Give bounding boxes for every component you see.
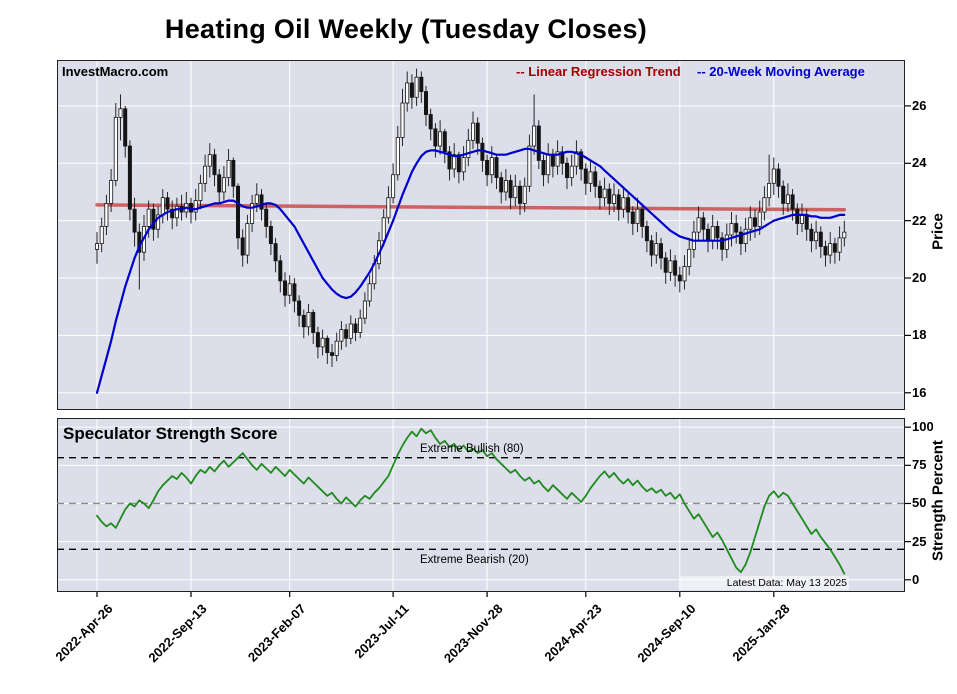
threshold-lines bbox=[57, 456, 905, 550]
gridlines bbox=[58, 61, 904, 591]
strength-tick-label: 0 bbox=[912, 571, 920, 587]
price-tick-label: 22 bbox=[912, 212, 927, 228]
extreme-bullish-label: Extreme Bullish (80) bbox=[420, 443, 524, 455]
strength-tick-label: 100 bbox=[912, 419, 934, 435]
watermark-text: InvestMacro.com bbox=[62, 64, 169, 79]
price-tick-label: 16 bbox=[912, 384, 927, 400]
latest-data-annotation: Latest Data: May 13 2025 bbox=[680, 576, 849, 590]
price-tick-label: 26 bbox=[912, 97, 927, 113]
candlesticks bbox=[95, 68, 847, 367]
price-panel bbox=[57, 60, 905, 410]
strength-tick-label: 75 bbox=[912, 457, 927, 473]
strength-tick-label: 25 bbox=[912, 533, 927, 549]
price-tick-label: 18 bbox=[912, 327, 927, 343]
page-title: Heating Oil Weekly (Tuesday Closes) bbox=[164, 14, 648, 44]
price-axis-title: Price bbox=[929, 213, 947, 250]
price-tick-label: 20 bbox=[912, 270, 927, 286]
axis-ticks bbox=[96, 105, 911, 597]
extreme-bearish-label: Extreme Bearish (20) bbox=[420, 554, 529, 566]
strength-axis-title: Strength Percent bbox=[929, 440, 947, 561]
legend-regression-trend: -- Linear Regression Trend bbox=[516, 64, 681, 79]
price-tick-label: 24 bbox=[912, 155, 927, 171]
strength-tick-label: 50 bbox=[912, 495, 927, 511]
strength-panel bbox=[57, 418, 905, 592]
moving-average-line bbox=[95, 147, 846, 394]
strength-line bbox=[96, 427, 846, 575]
regression-line bbox=[95, 203, 847, 212]
legend-moving-average: -- 20-Week Moving Average bbox=[697, 64, 865, 79]
strength-panel-title: Speculator Strength Score bbox=[63, 424, 278, 443]
